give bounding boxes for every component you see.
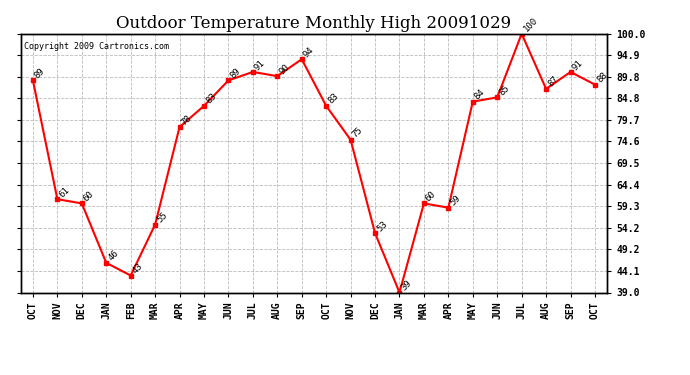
Text: 46: 46 (106, 249, 120, 263)
Text: 85: 85 (497, 83, 511, 98)
Text: 39: 39 (400, 279, 413, 292)
Text: 60: 60 (424, 189, 438, 203)
Text: 94: 94 (302, 45, 316, 59)
Text: 43: 43 (130, 262, 145, 276)
Text: 61: 61 (57, 185, 71, 199)
Text: 83: 83 (326, 92, 340, 106)
Text: 100: 100 (522, 16, 540, 34)
Text: 89: 89 (228, 66, 242, 80)
Text: 75: 75 (351, 126, 364, 140)
Text: 53: 53 (375, 219, 389, 233)
Title: Outdoor Temperature Monthly High 20091029: Outdoor Temperature Monthly High 2009102… (117, 15, 511, 32)
Text: 78: 78 (179, 113, 193, 127)
Text: 91: 91 (571, 58, 584, 72)
Text: 83: 83 (204, 92, 218, 106)
Text: 90: 90 (277, 62, 291, 76)
Text: 91: 91 (253, 58, 267, 72)
Text: 55: 55 (155, 211, 169, 225)
Text: 87: 87 (546, 75, 560, 89)
Text: 84: 84 (473, 88, 486, 102)
Text: 89: 89 (33, 66, 47, 80)
Text: 88: 88 (595, 70, 609, 85)
Text: Copyright 2009 Cartronics.com: Copyright 2009 Cartronics.com (23, 42, 168, 51)
Text: 60: 60 (82, 189, 96, 203)
Text: 59: 59 (448, 194, 462, 208)
